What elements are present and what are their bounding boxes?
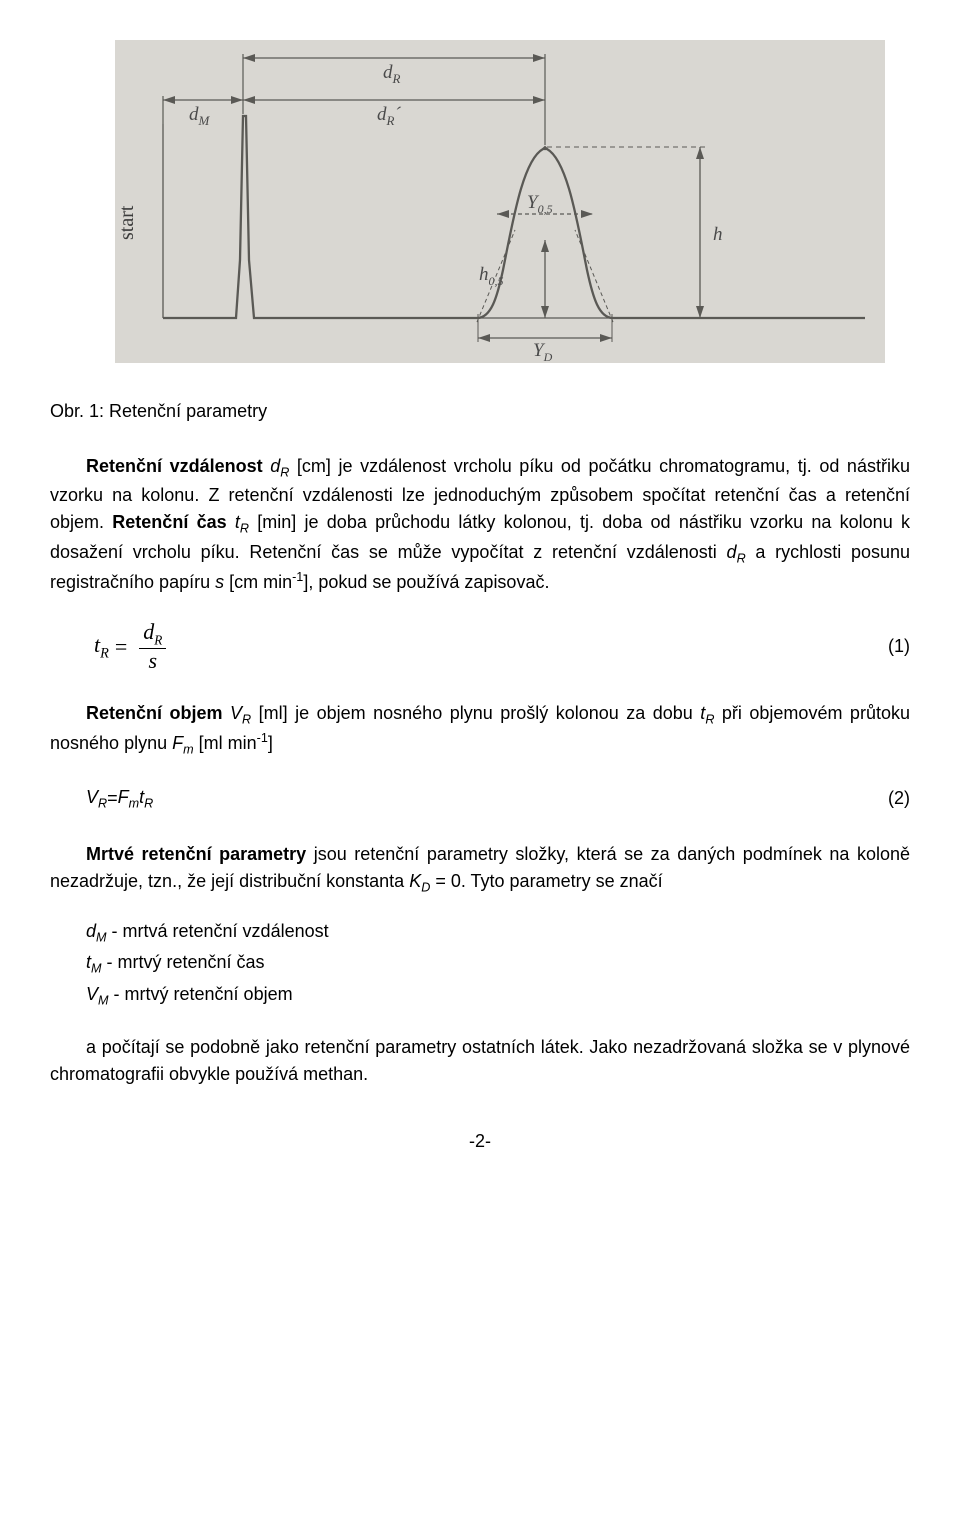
exp-neg1-a: -1 (292, 570, 303, 584)
equation-2: VR = Fm tR (2) (50, 784, 910, 813)
term-retencni-vzdalenost: Retenční vzdálenost (86, 456, 263, 476)
sym-s: s (215, 572, 224, 592)
eq2-tR: tR (139, 784, 153, 813)
eq1-frac: dR s (139, 620, 166, 671)
sym-Fm: Fm (172, 733, 199, 753)
eq1-equals: = (115, 630, 127, 663)
eq1-body: tR = dR s (50, 620, 166, 671)
eq2-body: VR = Fm tR (50, 784, 153, 813)
chromatogram-figure: start dR dM dR´ Y0,5 h0,5 h YD (50, 40, 910, 380)
h-label: h (713, 224, 723, 245)
figure-bg (115, 40, 885, 363)
para-1: Retenční vzdálenost dR [cm] je vzdálenos… (50, 453, 910, 596)
p1-text-f: [cm min (224, 572, 292, 592)
p3-text-c: = 0. Tyto parametry se značí (430, 871, 662, 891)
sym-tR-2: tR (700, 703, 714, 723)
p2-text-e: ] (268, 733, 273, 753)
sym-dR: dR (270, 456, 289, 476)
equation-1: tR = dR s (1) (50, 620, 910, 671)
term-mrtve-parametry: Mrtvé retenční parametry (86, 844, 306, 864)
sym-VR: VR (230, 703, 251, 723)
eq2-number: (2) (888, 785, 910, 812)
para-4: a počítají se podobně jako retenční para… (50, 1034, 910, 1088)
def-VM: VM - mrtvý retenční objem (86, 981, 910, 1010)
eq2-Fm: Fm (118, 784, 140, 813)
def-tM: tM - mrtvý retenční čas (86, 949, 910, 978)
para-3: Mrtvé retenční parametry jsou retenční p… (50, 841, 910, 897)
eq1-num: dR (139, 620, 166, 648)
eq1-den: s (145, 649, 162, 672)
eq2-VR: VR (86, 784, 107, 813)
sym-tR: tR (235, 512, 249, 532)
p2-text-d: [ml min (199, 733, 257, 753)
para-2: Retenční objem VR [ml] je objem nosného … (50, 700, 910, 760)
figure-caption: Obr. 1: Retenční parametry (50, 398, 910, 425)
p2-text-b: [ml] je objem nosného plynu prošlý kolon… (259, 703, 701, 723)
sym-KD: KD (409, 871, 430, 891)
figure-svg: start dR dM dR´ Y0,5 h0,5 h YD (65, 40, 895, 380)
p1-text-g: ], pokud se používá zapisovač. (303, 572, 549, 592)
definitions-list: dM - mrtvá retenční vzdálenost tM - mrtv… (86, 918, 910, 1010)
eq1-tR: tR (94, 628, 109, 665)
eq2-equals: = (107, 785, 118, 812)
start-label: start (116, 205, 138, 240)
term-retencni-objem: Retenční objem (86, 703, 223, 723)
page-number: -2- (50, 1128, 910, 1155)
sym-dR-2: dR (727, 542, 746, 562)
def-dM: dM - mrtvá retenční vzdálenost (86, 918, 910, 947)
exp-neg1-b: -1 (257, 731, 268, 745)
eq1-number: (1) (888, 633, 910, 660)
term-retencni-cas: Retenční čas (112, 512, 226, 532)
